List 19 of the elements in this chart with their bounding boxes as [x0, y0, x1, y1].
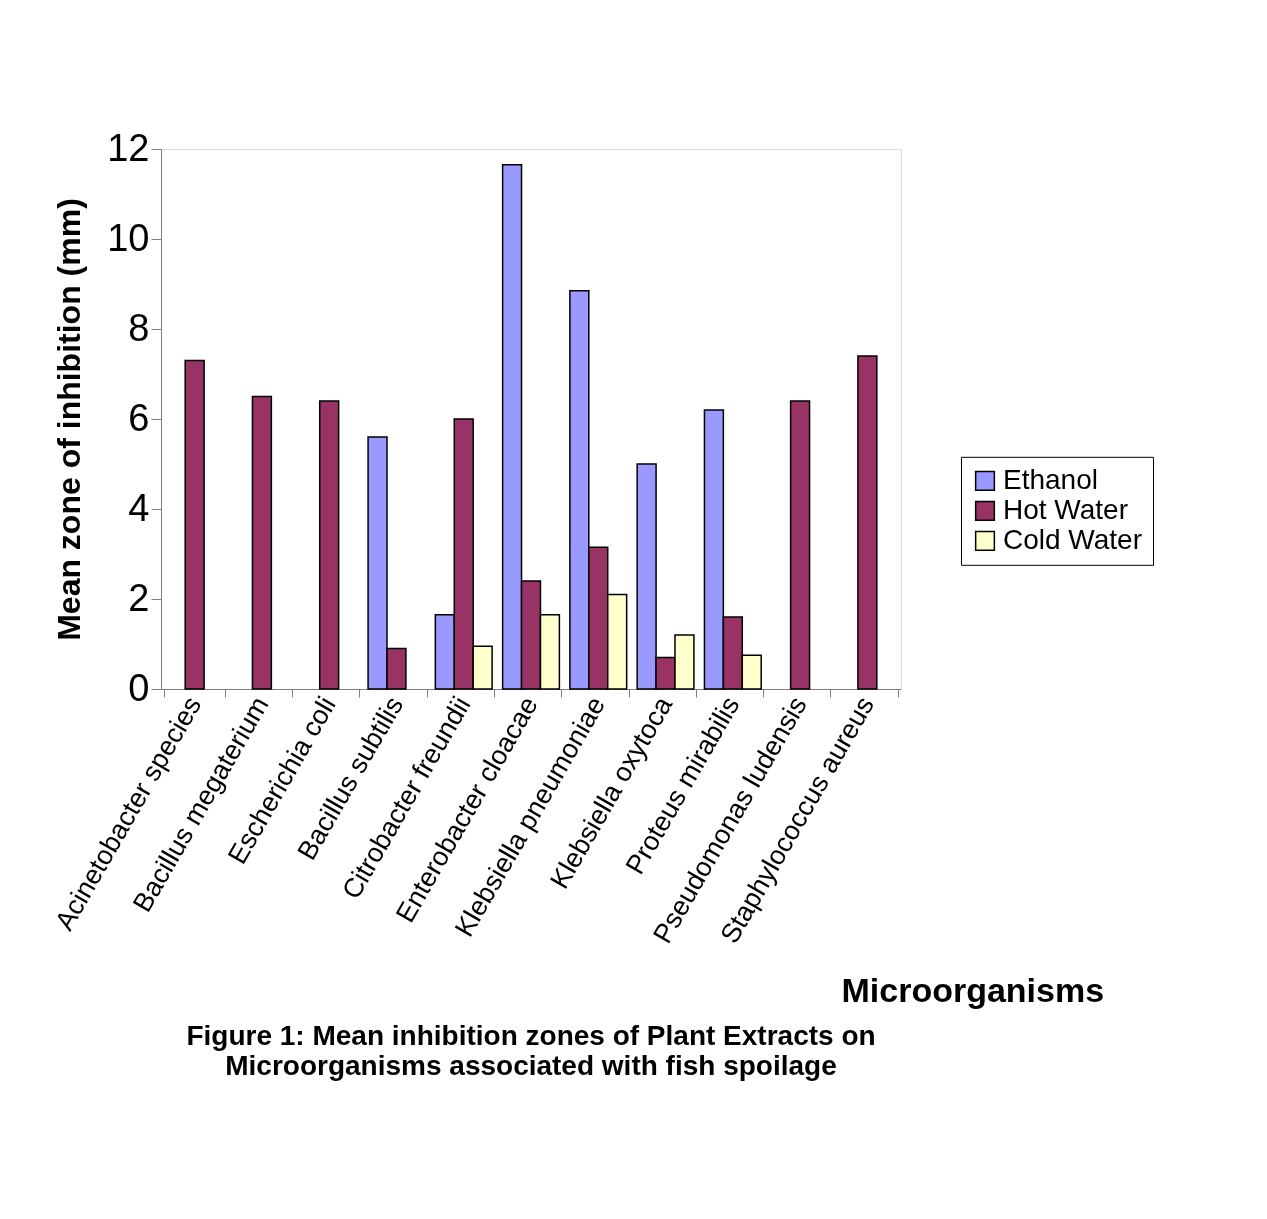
bar [789, 400, 811, 690]
legend-label: Cold Water [1003, 523, 1143, 555]
legend-label: Hot Water [1003, 493, 1128, 525]
y-tick-label: 12 [107, 126, 150, 169]
text: Figure 1: Mean inhibition zones of Plant Extracts on [186, 1020, 876, 1051]
bar [251, 395, 273, 690]
y-tick-label: 10 [107, 216, 150, 259]
bar [184, 359, 205, 690]
y-tick-label: 6 [128, 396, 150, 439]
legend-label: Ethanol [1003, 463, 1098, 495]
y-axis-title: Mean zone of inhibition (mm) [51, 198, 88, 641]
y-tick-label: 4 [128, 486, 150, 529]
bar [318, 400, 340, 690]
y-tick-label: 0 [128, 666, 150, 709]
y-tick-label: 8 [128, 306, 150, 349]
y-tick-label: 2 [128, 576, 150, 619]
x-axis-title: Microorganisms [841, 970, 1105, 1009]
bar [857, 355, 878, 690]
text: Microorganisms associated with fish spoilage [225, 1050, 837, 1081]
